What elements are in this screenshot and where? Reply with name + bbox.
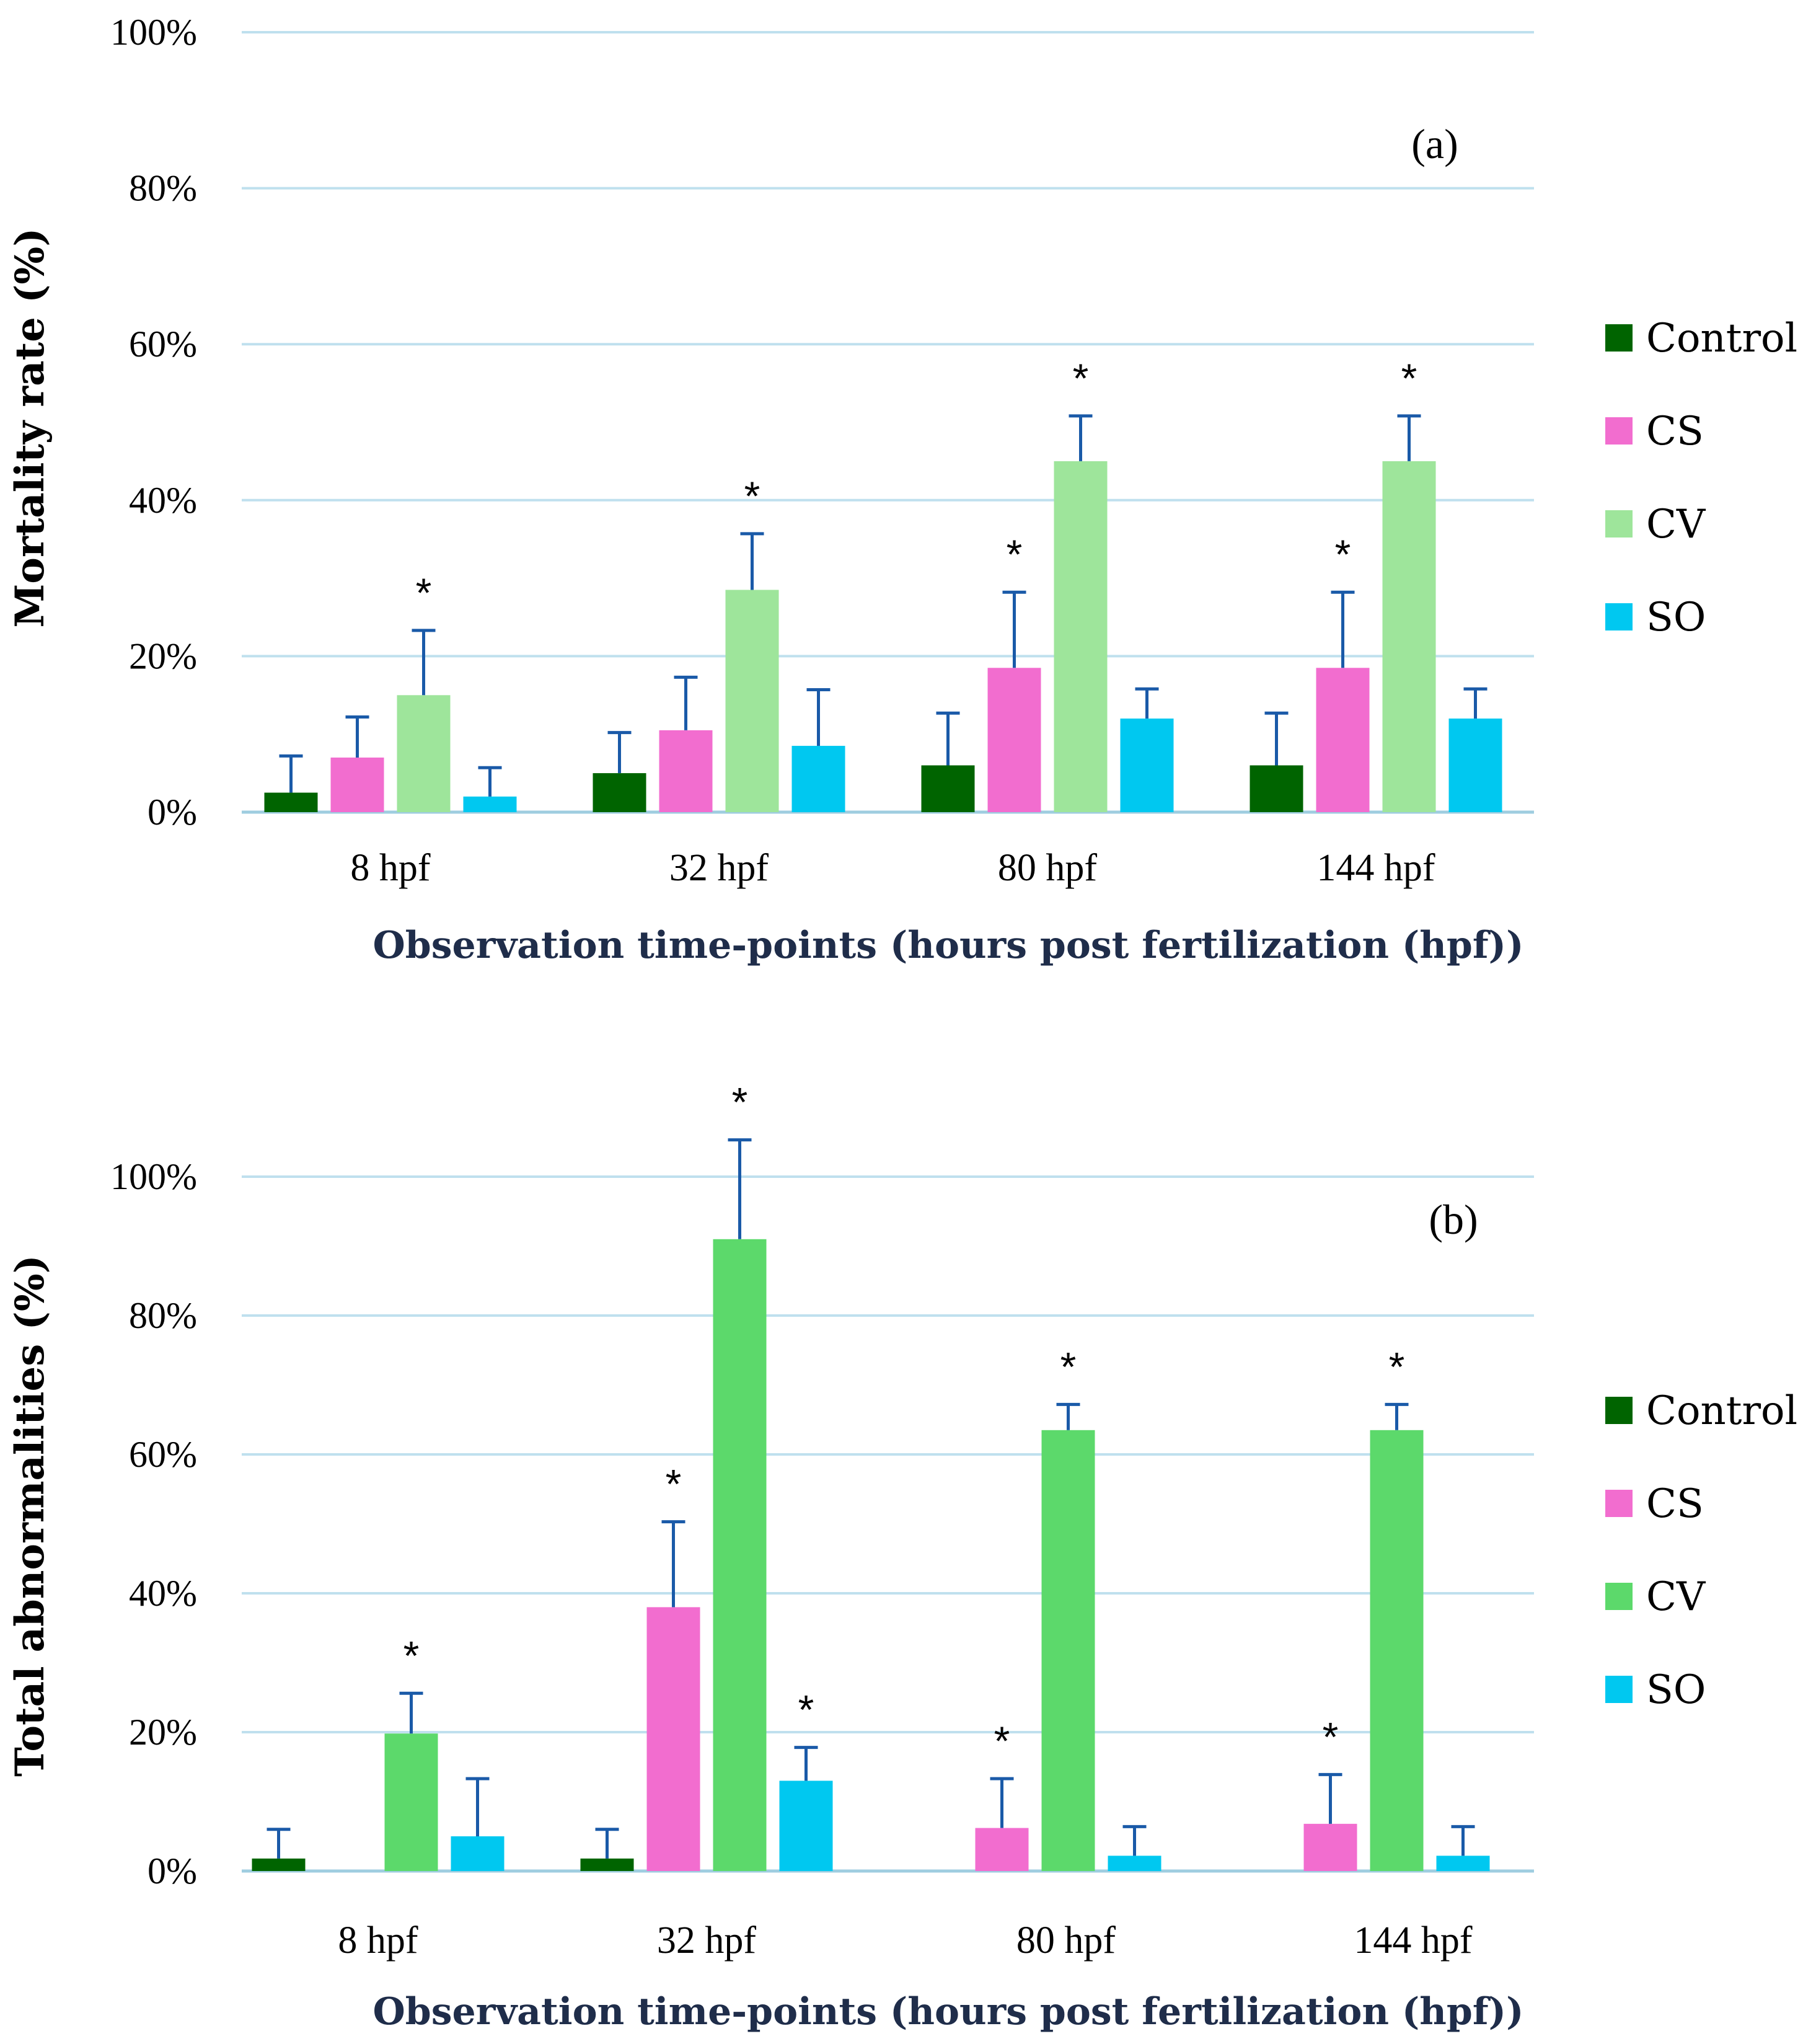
bar-cs [975,1828,1029,1871]
significance-star: * [1335,531,1351,577]
legend-swatch [1605,1676,1633,1703]
legend-swatch [1605,510,1633,538]
y-axis-title: Mortality rate (%) [7,228,53,627]
bar-so [1108,1856,1161,1871]
legend-swatch [1605,1490,1633,1517]
significance-star: * [1007,531,1023,577]
y-tick-label: 0% [148,792,197,833]
significance-star: * [1060,1343,1077,1389]
bar-cv [1370,1430,1424,1871]
bar-cs [1316,668,1370,812]
significance-star: * [1389,1343,1405,1389]
bar-control [1250,765,1303,812]
y-tick-label: 40% [129,480,197,521]
significance-star: * [744,473,760,519]
x-tick-label: 8 hpf [338,1919,418,1962]
x-axis-title: Observation time-points (hours post fert… [373,924,1524,967]
legend-label: CV [1646,1574,1706,1620]
legend-label: CS [1646,1481,1704,1527]
y-tick-label: 20% [129,1712,197,1753]
bar-control [593,773,646,812]
abnormalities-chart: 0% 20% 40% 60% 80% 100% * * * * * * * * 8 hpf 32 hpf 80 … [7,1079,1797,2033]
x-tick-label: 144 hpf [1354,1919,1473,1962]
significance-star: * [1401,355,1417,401]
x-tick-label: 80 hpf [998,847,1098,889]
significance-star: * [1073,355,1089,401]
y-tick-label: 80% [129,1295,197,1336]
legend-label: CV [1646,502,1706,547]
significance-star: * [666,1461,682,1507]
legend-label: Control [1646,316,1797,361]
significance-star: * [403,1632,420,1678]
x-tick-label: 32 hpf [669,847,769,889]
bar-so [779,1781,833,1871]
bar-cv [713,1239,767,1871]
bar-control [921,765,975,812]
bar-so [1448,719,1502,812]
legend-label: Control [1646,1388,1797,1434]
bar-so [1436,1856,1490,1871]
y-tick-label: 60% [129,1434,197,1475]
significance-star: * [798,1687,814,1733]
bar-control [264,792,318,812]
y-tick-label: 100% [110,1156,197,1197]
bar-cv [384,1733,438,1871]
x-tick-label: 144 hpf [1316,847,1435,889]
y-axis-title: Total abnormalities (%) [7,1255,53,1777]
panel-label: (a) [1411,120,1458,167]
legend-swatch [1605,324,1633,352]
bar-cv [1041,1430,1095,1871]
x-tick-label: 80 hpf [1016,1919,1116,1962]
significance-star: * [994,1718,1010,1764]
bar-control [252,1858,306,1871]
bar-so [451,1836,505,1871]
legend-swatch [1605,417,1633,445]
y-tick-label: 60% [129,324,197,365]
mortality-chart: 0% 20% 40% 60% 80% 100% * * * * * * 8 hpf 32 hpf 80 hp… [7,12,1797,967]
legend-label: CS [1646,409,1704,454]
bar-cv [1054,461,1108,812]
y-tick-label: 100% [110,12,197,53]
x-axis-title: Observation time-points (hours post fert… [373,1990,1524,2033]
legend-label: SO [1646,595,1706,640]
bar-so [463,796,517,812]
legend-swatch [1605,1583,1633,1610]
legend-label: SO [1646,1667,1706,1713]
bar-cs [987,668,1041,812]
significance-star: * [1323,1714,1339,1759]
bar-so [1120,719,1174,812]
bar-cs [659,730,713,812]
bar-control [580,1858,634,1871]
bar-cs [646,1607,700,1871]
x-tick-label: 32 hpf [657,1919,757,1962]
bar-so [791,746,845,812]
bar-cv [397,695,451,812]
y-tick-label: 0% [148,1851,197,1891]
legend-swatch [1605,1397,1633,1424]
y-tick-label: 20% [129,635,197,676]
bar-cv [1382,461,1436,812]
legend-swatch [1605,603,1633,630]
bar-cs [1303,1823,1357,1871]
x-tick-label: 8 hpf [350,847,431,889]
significance-star: * [732,1079,748,1125]
y-tick-label: 80% [129,168,197,209]
panel-label: (b) [1429,1196,1478,1243]
y-tick-label: 40% [129,1573,197,1614]
bar-cv [725,590,779,812]
significance-star: * [416,570,432,616]
bar-cs [330,757,384,812]
